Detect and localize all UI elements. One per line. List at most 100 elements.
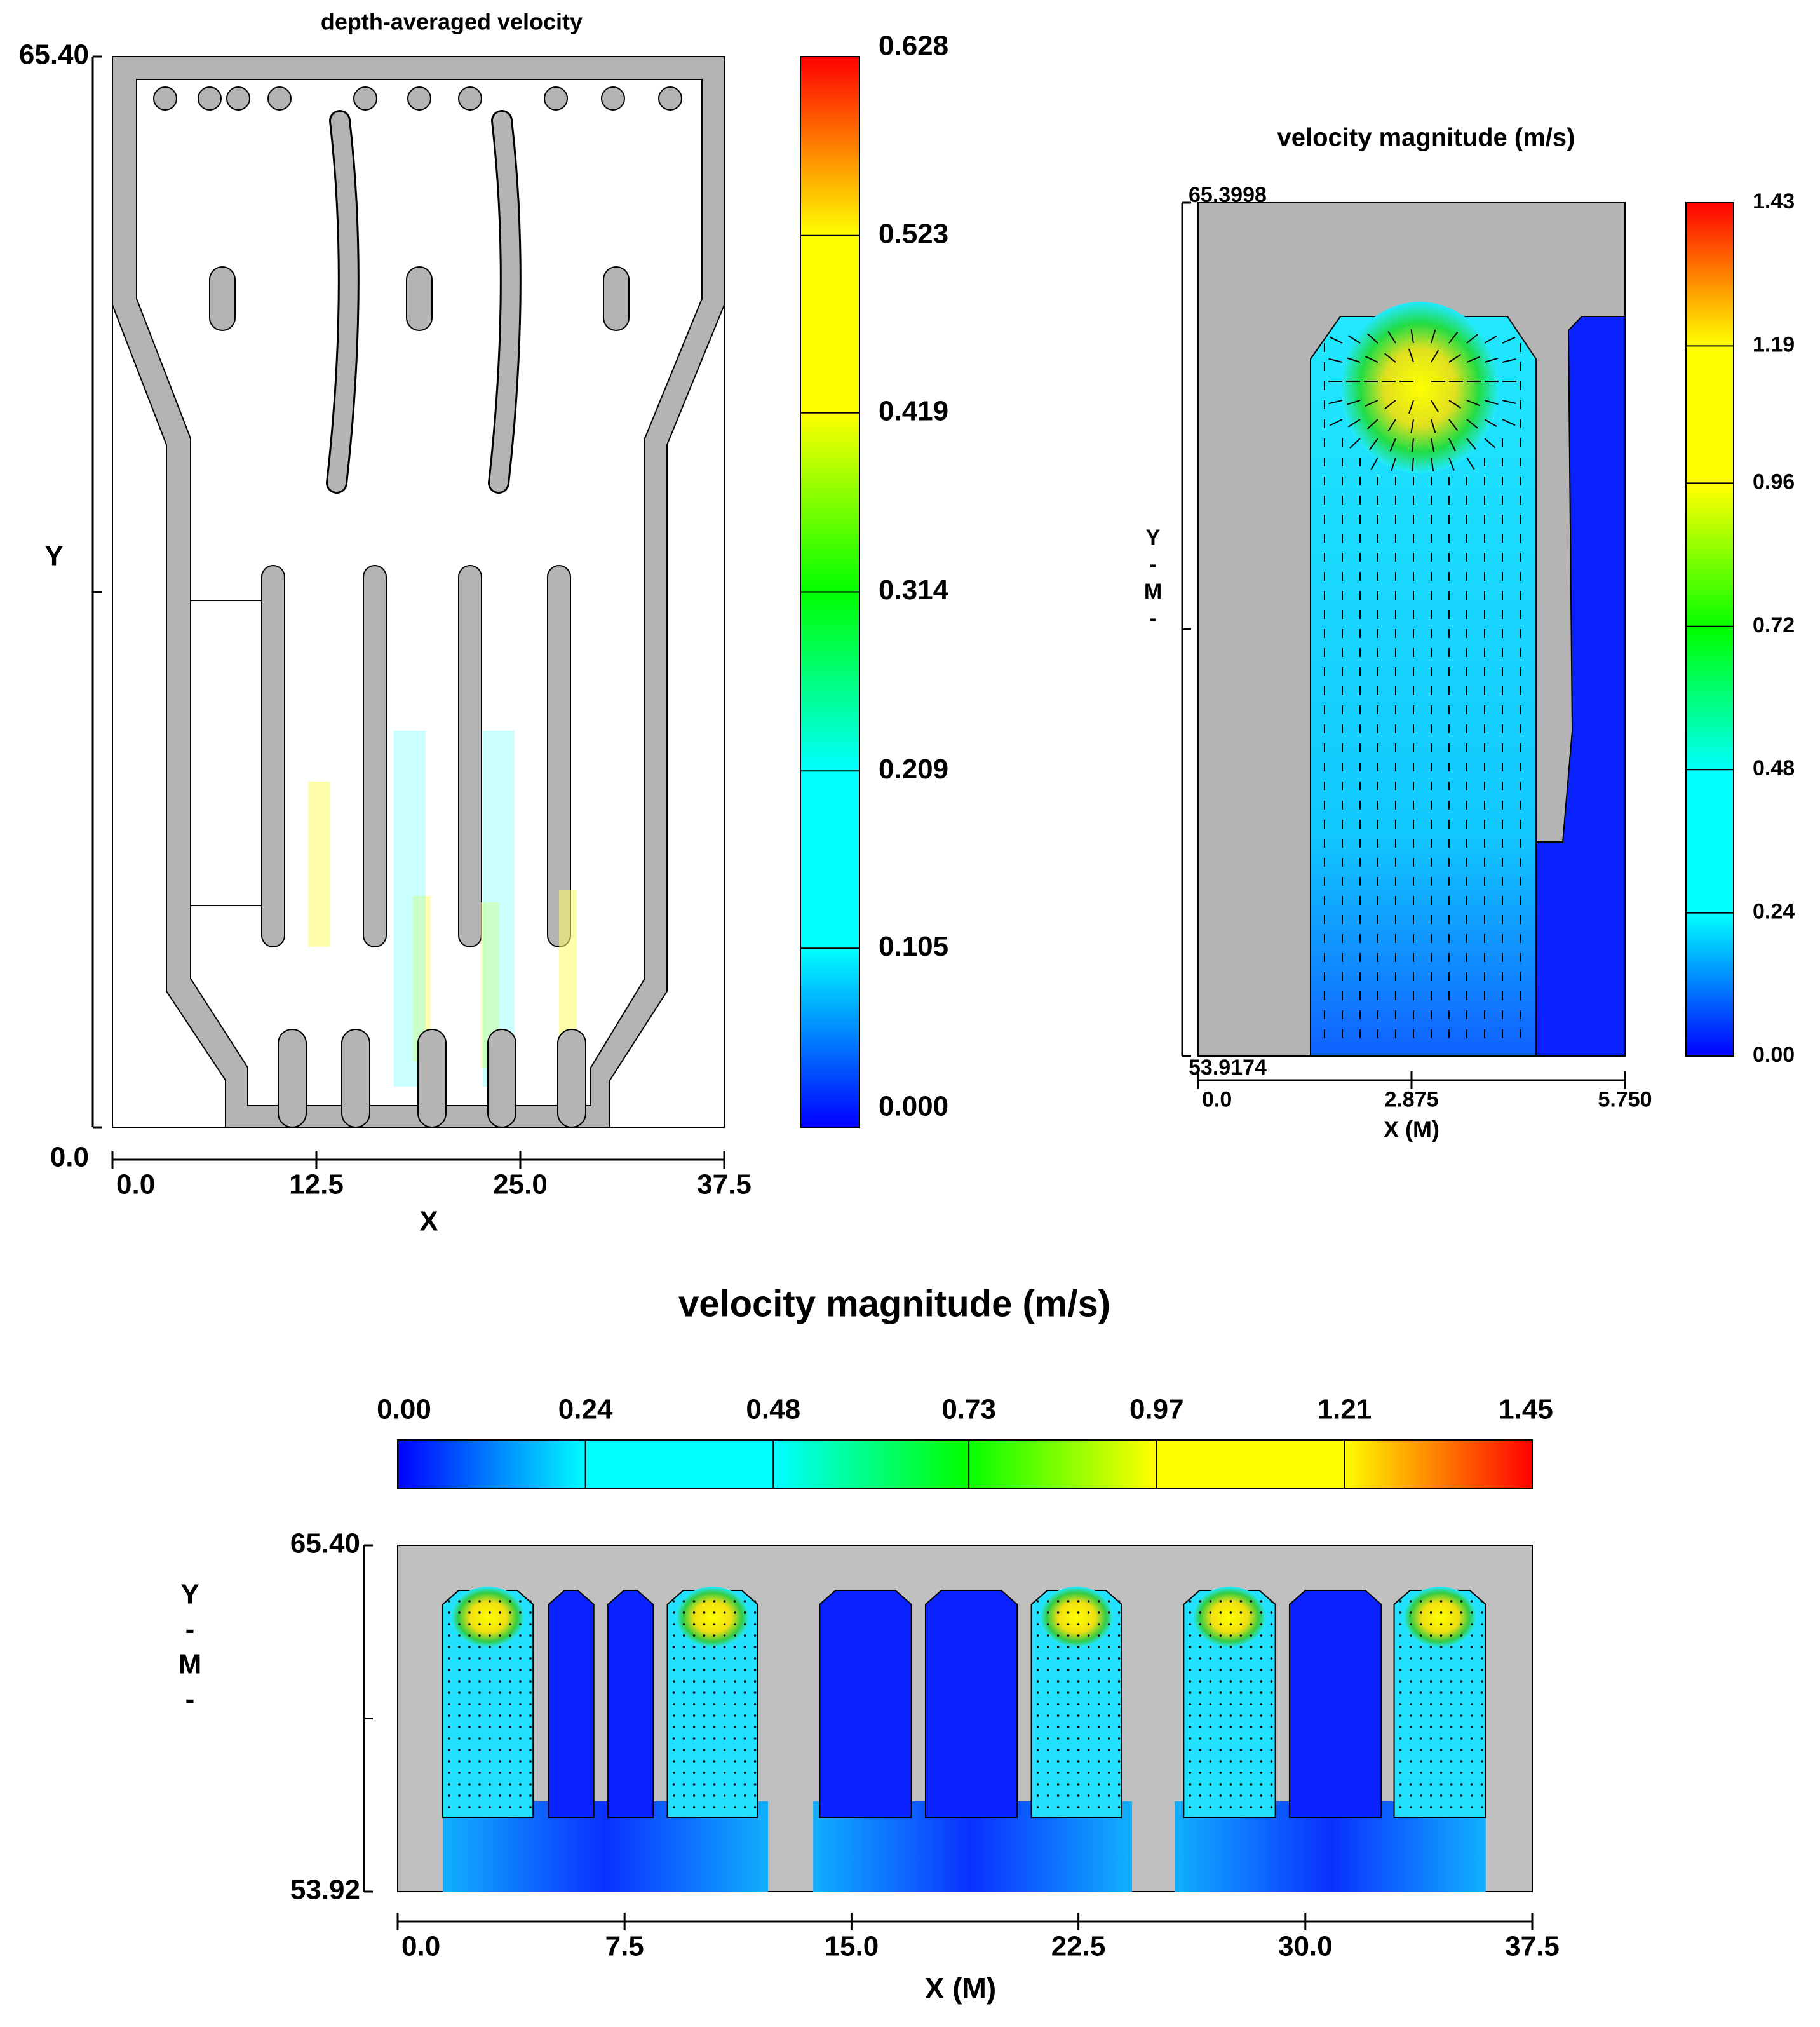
arrow xyxy=(1107,1680,1110,1683)
colorbar-tick-label: 0.24 xyxy=(1753,900,1795,924)
arrow xyxy=(672,1714,675,1717)
arrow xyxy=(753,1806,757,1808)
arrow xyxy=(713,1703,716,1705)
arrow xyxy=(1036,1726,1039,1728)
pier xyxy=(544,86,568,111)
arrow xyxy=(1046,1646,1049,1648)
chart-panel: velocity magnitude (m/s)53.917465.3998Y-… xyxy=(1144,124,1795,1142)
arrow xyxy=(1399,1714,1402,1717)
arrow xyxy=(1199,1611,1202,1614)
arrow xyxy=(448,1726,450,1728)
arrow xyxy=(1067,1600,1070,1603)
arrow xyxy=(499,1646,501,1648)
arrow xyxy=(448,1634,450,1637)
arrow xyxy=(1460,1783,1463,1786)
colorbar-tick-label: 0.419 xyxy=(879,395,948,426)
arrow xyxy=(1450,1634,1453,1637)
arrow xyxy=(1117,1691,1121,1694)
arrow xyxy=(682,1783,685,1786)
arrow xyxy=(1439,1760,1443,1763)
arrow xyxy=(1270,1611,1273,1614)
arrow xyxy=(1484,357,1499,363)
arrow xyxy=(723,1634,726,1637)
arrow xyxy=(692,1703,696,1705)
arrow xyxy=(1199,1600,1202,1603)
arrow xyxy=(458,1657,461,1660)
arrow xyxy=(448,1806,450,1808)
arrow xyxy=(529,1783,532,1786)
pier xyxy=(458,86,482,111)
arrow xyxy=(499,1611,501,1614)
y-tick-label: 65.40 xyxy=(290,1528,360,1559)
arrow xyxy=(1107,1703,1110,1705)
arrow xyxy=(692,1669,696,1671)
arrow xyxy=(1439,1623,1443,1625)
arrow xyxy=(1260,1669,1263,1671)
arrow xyxy=(1056,1680,1060,1683)
arrow xyxy=(1399,1772,1402,1774)
arrow xyxy=(509,1772,511,1774)
arrow xyxy=(692,1737,696,1740)
arrow xyxy=(1097,1600,1100,1603)
arrow xyxy=(1239,1623,1243,1625)
arrow xyxy=(1067,1669,1070,1671)
arrow xyxy=(1117,1760,1121,1763)
pier xyxy=(198,86,222,111)
arrow xyxy=(1229,1794,1232,1797)
arrow xyxy=(1270,1680,1273,1683)
arrow xyxy=(753,1657,757,1660)
arrow xyxy=(753,1600,757,1603)
arrow xyxy=(1036,1794,1039,1797)
arrow xyxy=(1250,1703,1253,1705)
arrow xyxy=(672,1749,675,1751)
arrow xyxy=(672,1669,675,1671)
arrow xyxy=(1097,1634,1100,1637)
colorbar-tick-label: 0.73 xyxy=(941,1394,996,1425)
arrow xyxy=(1107,1806,1110,1808)
arrow xyxy=(1036,1703,1039,1705)
arrow xyxy=(1209,1691,1212,1694)
arrow xyxy=(1189,1806,1192,1808)
arrow xyxy=(1409,1772,1412,1774)
arrow xyxy=(458,1691,461,1694)
y-tick-label: 65.3998 xyxy=(1189,183,1267,207)
arrow xyxy=(1117,1806,1121,1808)
colorbar-tick-label: 0.00 xyxy=(1753,1043,1795,1067)
arrow xyxy=(682,1691,685,1694)
arrow xyxy=(682,1794,685,1797)
arrow xyxy=(1199,1646,1202,1648)
arrow xyxy=(478,1680,481,1683)
arrow xyxy=(1107,1783,1110,1786)
arrow xyxy=(1046,1691,1049,1694)
arrow xyxy=(1077,1806,1080,1808)
arrow xyxy=(1409,1714,1412,1717)
arrow xyxy=(713,1657,716,1660)
arrow xyxy=(1097,1726,1100,1728)
arrow xyxy=(1470,1749,1473,1751)
arrow xyxy=(509,1691,511,1694)
arrow xyxy=(1470,1680,1473,1683)
arrow xyxy=(1270,1749,1273,1751)
arrow xyxy=(1410,329,1414,344)
arrow xyxy=(1077,1783,1080,1786)
arrow xyxy=(1189,1726,1192,1728)
arrow xyxy=(1250,1714,1253,1717)
arrow xyxy=(723,1783,726,1786)
x-tick-label: 5.750 xyxy=(1598,1087,1652,1111)
arrow xyxy=(509,1737,511,1740)
arrow xyxy=(1036,1634,1039,1637)
arrow xyxy=(1199,1794,1202,1797)
arrow xyxy=(743,1680,746,1683)
arrow xyxy=(458,1794,461,1797)
arrow xyxy=(529,1611,532,1614)
arrow xyxy=(1189,1611,1192,1614)
arrow xyxy=(1480,1623,1483,1625)
arrow xyxy=(1450,1714,1453,1717)
arrow xyxy=(1046,1714,1049,1717)
arrow xyxy=(519,1691,522,1694)
arrow xyxy=(682,1611,685,1614)
arrow xyxy=(1409,1726,1412,1728)
arrow xyxy=(1209,1611,1212,1614)
arrow xyxy=(1389,438,1396,452)
